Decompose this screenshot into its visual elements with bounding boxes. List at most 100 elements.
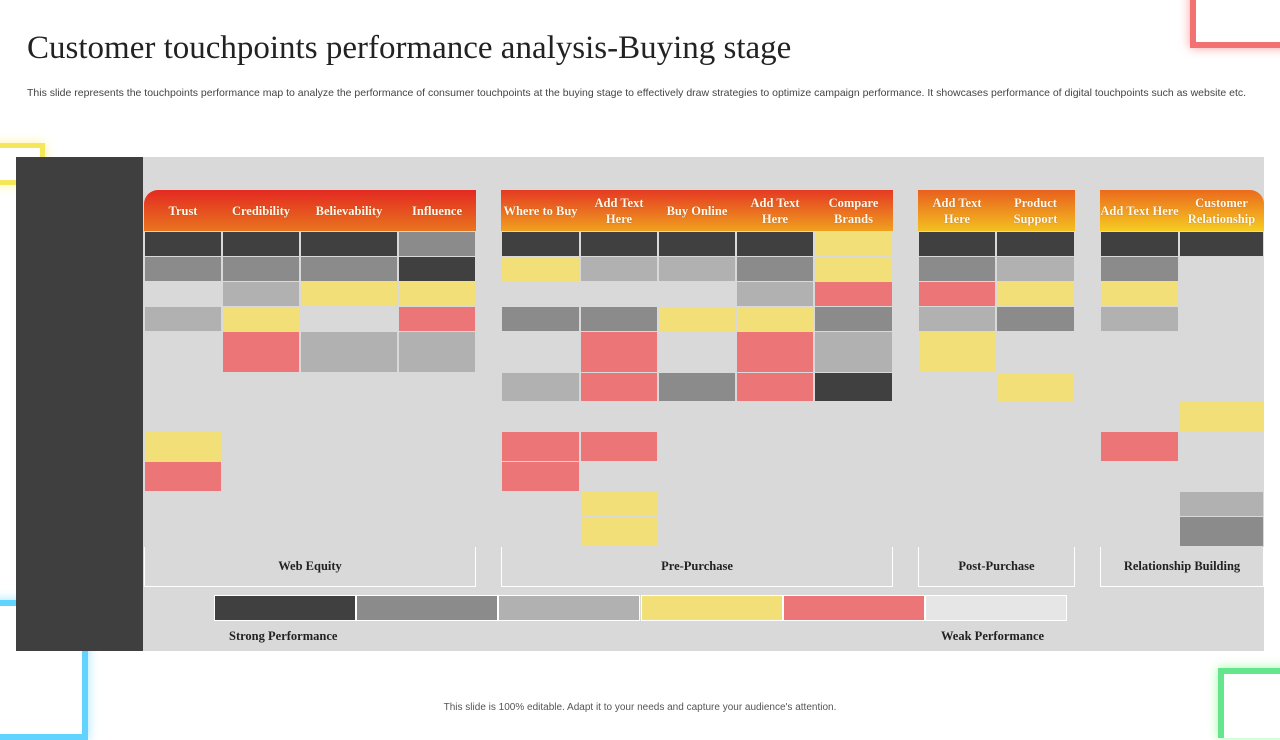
- strong-performance-label: Strong Performance: [229, 629, 338, 643]
- performance-cell: [581, 307, 657, 331]
- performance-cell: [399, 307, 475, 331]
- performance-cell: [997, 232, 1074, 256]
- performance-cell: [737, 257, 813, 281]
- column-header: Influence: [398, 190, 476, 231]
- performance-cell: [919, 257, 995, 281]
- performance-cell: [815, 307, 892, 331]
- performance-cell: [919, 462, 995, 491]
- performance-cell: [223, 373, 299, 401]
- performance-cell: [399, 432, 475, 461]
- performance-cell: [659, 332, 735, 372]
- legend-swatch: [498, 595, 641, 621]
- performance-cell: [145, 432, 221, 461]
- performance-cell: [919, 517, 995, 546]
- stage-label: Web Equity: [144, 547, 476, 587]
- performance-cell: [223, 432, 299, 461]
- performance-cell: [223, 332, 299, 372]
- performance-cell: [659, 402, 735, 431]
- performance-cell: [301, 517, 397, 546]
- performance-cell: [737, 332, 813, 372]
- performance-cell: [737, 492, 813, 516]
- performance-cell: [301, 232, 397, 256]
- performance-cell: [223, 307, 299, 331]
- performance-cell: [1101, 282, 1178, 306]
- weak-performance-label: Weak Performance: [941, 629, 1045, 643]
- performance-cell: [737, 282, 813, 306]
- column-header: Add Text Here: [918, 190, 996, 231]
- performance-cell: [737, 373, 813, 401]
- performance-cell: [659, 492, 735, 516]
- column-header: Add Text Here: [580, 190, 658, 231]
- decorative-red-frame: [1190, 0, 1280, 48]
- performance-cell: [502, 432, 579, 461]
- performance-cell: [919, 232, 995, 256]
- performance-cell: [919, 332, 995, 372]
- performance-cell: [145, 232, 221, 256]
- performance-cell: [1180, 402, 1263, 431]
- performance-cell: [1101, 373, 1178, 401]
- performance-cell: [502, 232, 579, 256]
- column-header: Add Text Here: [736, 190, 814, 231]
- performance-cell: [815, 373, 892, 401]
- performance-cell: [399, 257, 475, 281]
- performance-cell: [659, 462, 735, 491]
- performance-cell: [223, 402, 299, 431]
- performance-cell: [502, 492, 579, 516]
- performance-cell: [997, 402, 1074, 431]
- left-dark-strip: [16, 157, 143, 651]
- performance-cell: [145, 282, 221, 306]
- performance-cell: [502, 402, 579, 431]
- performance-cell: [659, 517, 735, 546]
- performance-cell: [815, 257, 892, 281]
- performance-cell: [737, 402, 813, 431]
- legend-swatch: [924, 595, 1067, 621]
- performance-cell: [502, 307, 579, 331]
- column-header: Believability: [300, 190, 398, 231]
- performance-cell: [301, 402, 397, 431]
- performance-cell: [145, 462, 221, 491]
- column-header: Add Text Here: [1100, 190, 1179, 231]
- stage-label: Post-Purchase: [918, 547, 1075, 587]
- performance-cell: [145, 257, 221, 281]
- performance-cell: [1101, 402, 1178, 431]
- column-header: Customer Relationship: [1179, 190, 1264, 231]
- performance-cell: [1180, 332, 1263, 372]
- performance-cell: [815, 282, 892, 306]
- performance-cell: [1180, 462, 1263, 491]
- performance-cell: [997, 332, 1074, 372]
- performance-cell: [223, 492, 299, 516]
- performance-cell: [1101, 462, 1178, 491]
- performance-cell: [1180, 307, 1263, 331]
- performance-cell: [659, 307, 735, 331]
- performance-cell: [301, 332, 397, 372]
- performance-cell: [659, 373, 735, 401]
- performance-cell: [145, 492, 221, 516]
- performance-cell: [737, 307, 813, 331]
- performance-cell: [399, 402, 475, 431]
- performance-cell: [1101, 307, 1178, 331]
- performance-cell: [399, 492, 475, 516]
- performance-cell: [502, 517, 579, 546]
- performance-cell: [1180, 373, 1263, 401]
- performance-cell: [737, 517, 813, 546]
- performance-cell: [997, 517, 1074, 546]
- performance-cell: [502, 282, 579, 306]
- performance-cell: [815, 492, 892, 516]
- column-header: Compare Brands: [814, 190, 893, 231]
- performance-cell: [1180, 282, 1263, 306]
- performance-cell: [145, 402, 221, 431]
- performance-cell: [581, 462, 657, 491]
- performance-cell: [737, 232, 813, 256]
- performance-cell: [145, 517, 221, 546]
- performance-cell: [1101, 492, 1178, 516]
- performance-cell: [919, 373, 995, 401]
- column-header: Product Support: [996, 190, 1075, 231]
- performance-cell: [997, 432, 1074, 461]
- legend-swatch: [214, 595, 357, 621]
- performance-cell: [581, 232, 657, 256]
- performance-cell: [301, 432, 397, 461]
- performance-cell: [919, 282, 995, 306]
- performance-cell: [1101, 257, 1178, 281]
- performance-cell: [737, 432, 813, 461]
- performance-cell: [815, 462, 892, 491]
